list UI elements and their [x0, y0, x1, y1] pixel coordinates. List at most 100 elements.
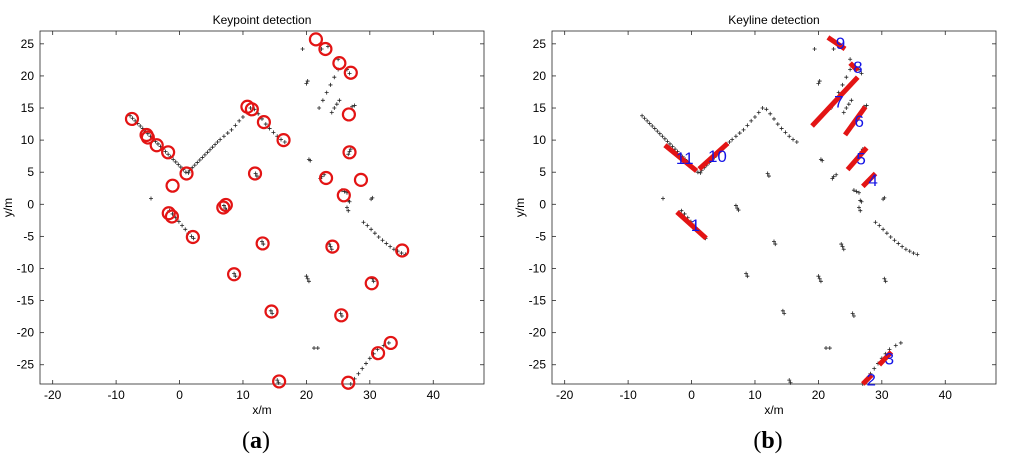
scan-point: [334, 102, 339, 107]
scan-point: [312, 346, 317, 351]
keyline-label: 9: [836, 34, 845, 53]
scan-point: [371, 279, 376, 284]
keypoint-marker: [318, 41, 333, 57]
scan-point: [207, 147, 212, 152]
y-tick-label: -15: [17, 294, 35, 308]
scan-point: [745, 274, 750, 279]
y-tick-label: -5: [23, 229, 34, 243]
keypoints: [124, 32, 410, 390]
scan-point: [339, 313, 344, 318]
scan-point: [240, 115, 245, 120]
scan-point: [851, 313, 856, 318]
scan-point: [882, 195, 887, 200]
keyline-7: [810, 75, 860, 128]
scan-point: [173, 159, 178, 164]
keyline-5: [845, 146, 869, 172]
caption-b: (b): [512, 428, 1024, 455]
scan-point: [872, 366, 877, 371]
keypoint-marker: [149, 138, 164, 153]
keypoint-marker: [264, 304, 279, 319]
x-tick-label: 30: [363, 388, 377, 402]
keypoint-chart: Keypoint detection -20 -10 0 10 20 30 40 -25 -20 -…: [1, 13, 485, 417]
scan-point: [903, 247, 908, 252]
scan-point: [346, 152, 351, 157]
keyline-label: 7: [834, 93, 843, 112]
keypoint-marker: [272, 374, 287, 389]
x-tick-label: 10: [748, 388, 762, 402]
scan-point: [267, 126, 272, 131]
scan-point: [698, 170, 703, 175]
scan-point: [369, 227, 374, 232]
scan-point: [197, 158, 202, 163]
scan-point: [661, 196, 665, 201]
scan-point: [645, 118, 650, 123]
scan-point: [782, 311, 787, 316]
keypoint-marker: [247, 166, 263, 181]
scan-point: [186, 170, 191, 175]
keypoint-marker: [255, 236, 270, 251]
scan-point: [271, 130, 276, 135]
scan-point: [328, 82, 333, 87]
scan-point: [650, 123, 655, 128]
scan-point: [304, 81, 309, 86]
scan-point: [130, 116, 135, 121]
scan-point: [372, 231, 377, 236]
keypoint-marker: [341, 107, 356, 122]
keypoint-marker: [342, 145, 357, 160]
scan-point: [818, 279, 823, 284]
keyline-6: [843, 105, 868, 137]
scan-point: [733, 203, 738, 208]
scan-point: [221, 134, 226, 139]
x-tick-label: -10: [107, 388, 125, 402]
scan-point: [180, 223, 185, 228]
scan-point: [176, 162, 181, 167]
scan-point: [205, 150, 210, 155]
scan-point: [744, 271, 749, 276]
scan-point: [787, 134, 792, 139]
y-tick-label: 0: [539, 197, 546, 211]
scan-point: [166, 152, 171, 157]
scan-point: [745, 123, 750, 128]
scan-point: [834, 172, 839, 177]
y-tick-label: -5: [535, 229, 546, 243]
x-tick-label: 30: [875, 388, 889, 402]
scan-point: [848, 57, 853, 62]
scan-point: [195, 160, 200, 165]
scan-point: [892, 238, 897, 243]
scan-point: [840, 82, 845, 87]
scan-point: [856, 205, 861, 210]
scan-point: [200, 155, 205, 160]
keypoint-marker: [395, 243, 410, 258]
y-tick-label: -10: [529, 261, 547, 275]
keypoint-marker: [140, 130, 155, 145]
scan-point: [859, 199, 864, 204]
scan-point: [233, 274, 238, 279]
scan-point: [237, 118, 242, 123]
keypoint-marker: [332, 55, 347, 71]
scan-point: [907, 249, 912, 254]
keypoint-marker: [165, 178, 180, 193]
scan-point: [270, 311, 275, 316]
y-tick-label: 10: [533, 133, 547, 147]
keypoint-marker: [370, 346, 386, 361]
scan-point: [816, 81, 821, 86]
scan-point: [768, 111, 773, 116]
keyline-label: 4: [868, 171, 877, 190]
scan-point: [344, 205, 349, 210]
scan-point: [229, 127, 234, 132]
keypoint-marker: [161, 206, 176, 221]
y-tick-label: 15: [21, 101, 35, 115]
x-tick-label: 20: [300, 388, 314, 402]
scan-point: [275, 378, 280, 383]
y-tick-label: -25: [529, 358, 547, 372]
keyline-chart: Keyline detection-20 -10 0 10 20 30 40-25-20-1…: [513, 13, 997, 417]
y-tick-label: 5: [539, 165, 546, 179]
scan-point: [324, 90, 329, 95]
x-axis-label: x/m: [252, 403, 271, 417]
x-tick-label: 10: [236, 388, 250, 402]
y-tick-label: 0: [27, 197, 34, 211]
scan-point: [652, 126, 657, 131]
scan-point: [764, 107, 769, 112]
scan-point: [218, 137, 223, 142]
scan-point: [254, 174, 259, 179]
